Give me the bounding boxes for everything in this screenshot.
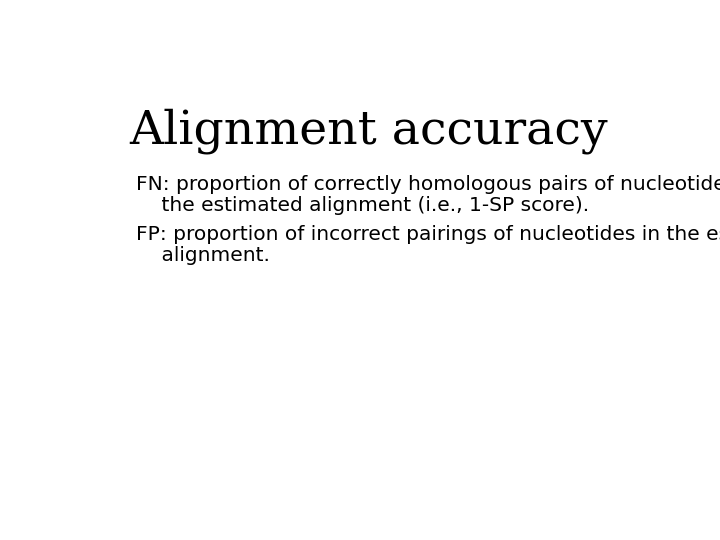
- Text: alignment.: alignment.: [136, 246, 269, 265]
- Text: FP: proportion of incorrect pairings of nucleotides in the estimated: FP: proportion of incorrect pairings of …: [136, 225, 720, 244]
- Text: the estimated alignment (i.e., 1-SP score).: the estimated alignment (i.e., 1-SP scor…: [136, 196, 589, 215]
- Text: FN: proportion of correctly homologous pairs of nucleotides: FN: proportion of correctly homologous p…: [136, 175, 720, 194]
- Text: Alignment accuracy: Alignment accuracy: [130, 109, 608, 154]
